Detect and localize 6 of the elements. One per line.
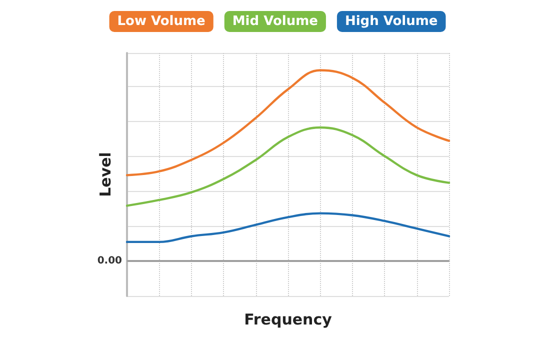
text: Low Volume <box>117 14 206 29</box>
ref-line-label: 0.00 <box>97 256 122 267</box>
text: Mid Volume <box>232 14 318 29</box>
x-axis-title: Frequency <box>244 310 332 328</box>
text: High Volume <box>344 14 438 29</box>
y-axis-title: Level <box>96 152 114 197</box>
